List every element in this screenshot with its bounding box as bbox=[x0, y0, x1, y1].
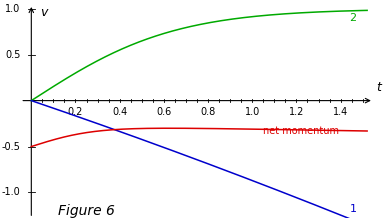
Text: -1.0: -1.0 bbox=[2, 187, 20, 198]
Text: 1: 1 bbox=[349, 204, 357, 214]
Text: 0.8: 0.8 bbox=[200, 107, 216, 117]
Text: 1.2: 1.2 bbox=[289, 107, 304, 117]
Text: 0.5: 0.5 bbox=[5, 50, 20, 60]
Text: 1.0: 1.0 bbox=[245, 107, 260, 117]
Text: 1.0: 1.0 bbox=[5, 4, 20, 14]
Text: t: t bbox=[376, 81, 381, 94]
Text: -0.5: -0.5 bbox=[2, 142, 20, 152]
Text: 2: 2 bbox=[349, 13, 357, 23]
Text: v: v bbox=[40, 6, 47, 19]
Text: 0.2: 0.2 bbox=[68, 107, 83, 117]
Text: net momentum: net momentum bbox=[263, 126, 339, 136]
Text: 1.4: 1.4 bbox=[333, 107, 348, 117]
Text: Figure 6: Figure 6 bbox=[58, 204, 115, 218]
Text: 0.6: 0.6 bbox=[156, 107, 172, 117]
Text: 0.4: 0.4 bbox=[112, 107, 127, 117]
